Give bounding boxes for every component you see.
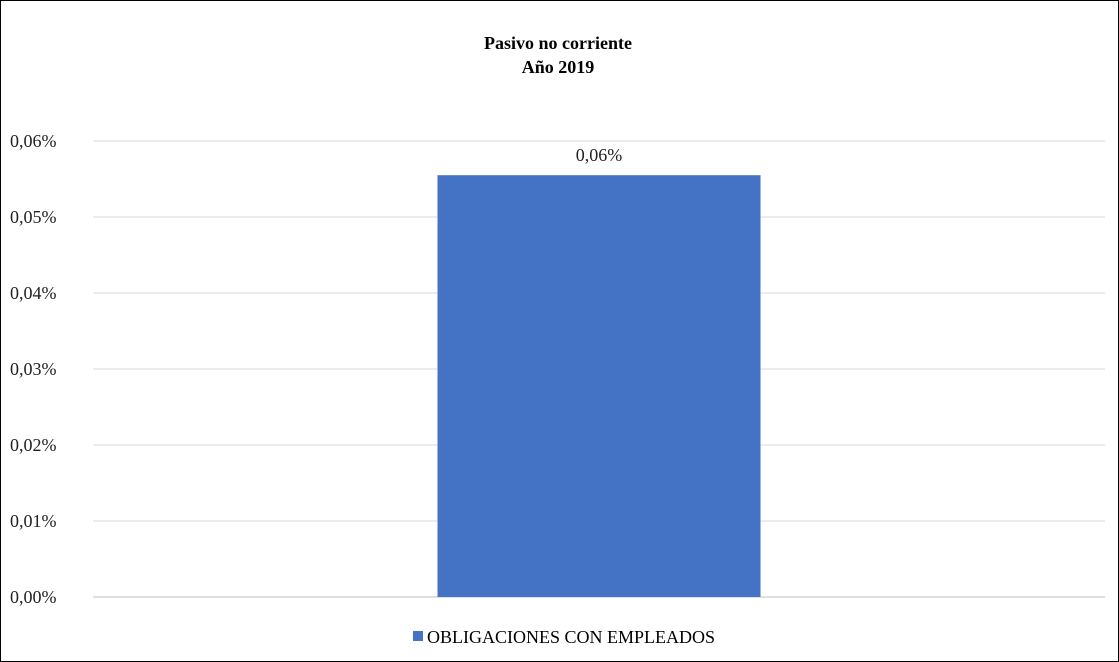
data-labels: 0,06% — [576, 145, 623, 165]
y-tick-label: 0,06% — [10, 131, 57, 151]
y-tick-label: 0,02% — [10, 435, 57, 455]
bars — [437, 175, 761, 597]
chart-title: Pasivo no corriente Año 2019 — [484, 33, 632, 77]
chart-title-line-1: Pasivo no corriente — [484, 33, 632, 53]
y-tick-label: 0,05% — [10, 207, 57, 227]
legend-label: OBLIGACIONES CON EMPLEADOS — [427, 627, 715, 647]
y-tick-label: 0,03% — [10, 359, 57, 379]
bar — [437, 175, 761, 597]
chart-title-line-2: Año 2019 — [522, 57, 595, 77]
y-tick-label: 0,01% — [10, 511, 57, 531]
legend-swatch — [412, 631, 423, 641]
y-axis-tick-labels: 0,00% 0,01% 0,02% 0,03% 0,04% 0,05% 0,06% — [10, 131, 57, 607]
legend: OBLIGACIONES CON EMPLEADOS — [412, 627, 715, 647]
bar-data-label: 0,06% — [576, 145, 623, 165]
y-tick-label: 0,04% — [10, 283, 57, 303]
y-tick-label: 0,00% — [10, 587, 57, 607]
